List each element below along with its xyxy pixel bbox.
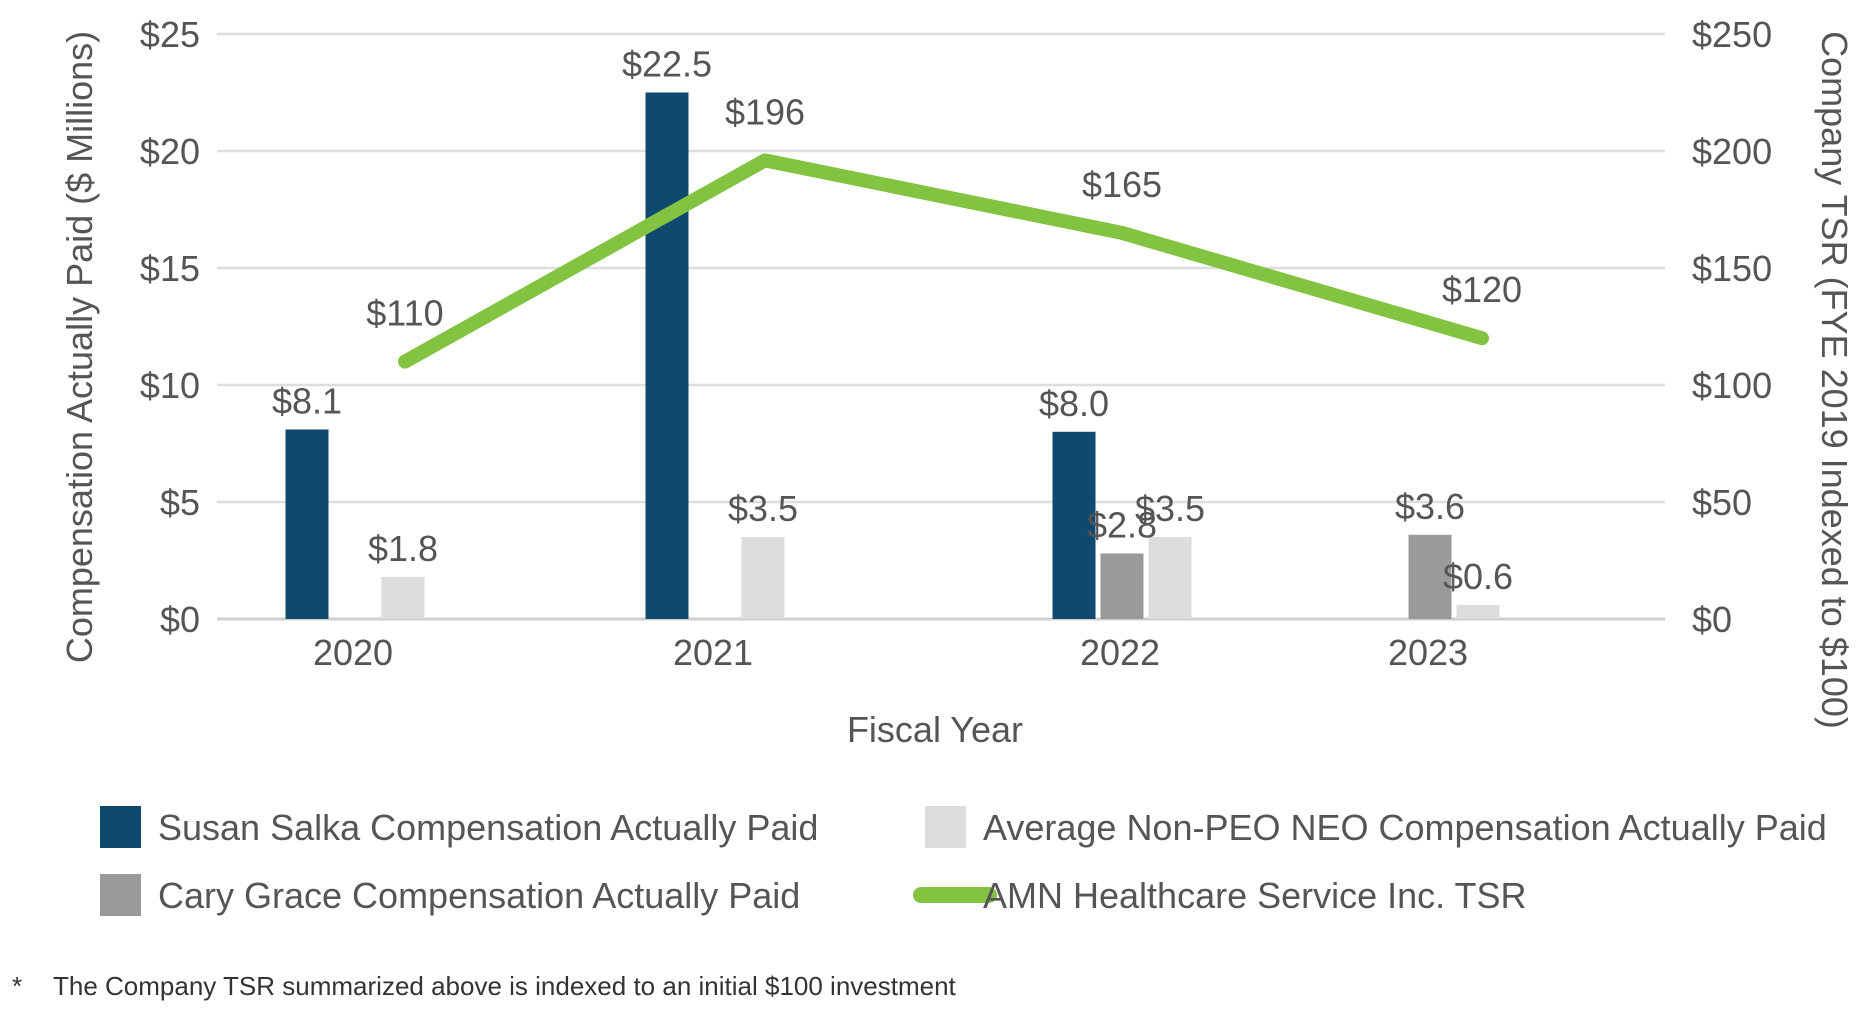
y-tick-label-left: $25 — [140, 14, 200, 55]
bar-data-label: $3.5 — [1135, 488, 1205, 529]
bar — [741, 537, 785, 619]
bar-data-label: $2.8 — [1087, 504, 1157, 545]
footnote-text: The Company TSR summarized above is inde… — [53, 971, 957, 1001]
bar-data-label: $1.8 — [368, 528, 438, 569]
x-tick-label: 2023 — [1388, 632, 1468, 673]
bar-data-label: $8.1 — [272, 380, 342, 421]
y-tick-label-left: $15 — [140, 248, 200, 289]
tsr-point — [763, 158, 767, 163]
x-tick-label: 2022 — [1080, 632, 1160, 673]
y-tick-label-right: $100 — [1692, 365, 1772, 406]
bar — [1456, 604, 1500, 619]
bar — [381, 576, 425, 619]
bar — [1148, 537, 1192, 619]
tsr-point — [1120, 230, 1124, 235]
bar — [1052, 431, 1096, 619]
bar-data-label: $3.6 — [1395, 486, 1465, 527]
y-tick-label-right: $0 — [1692, 599, 1732, 640]
bar-data-label: $22.5 — [622, 44, 712, 85]
tsr-data-label: $120 — [1442, 269, 1522, 310]
tsr-line — [398, 153, 1489, 369]
bar — [1100, 553, 1144, 619]
x-axis-title: Fiscal Year — [847, 709, 1023, 750]
y-tick-label-left: $5 — [160, 482, 200, 523]
x-tick-label: 2021 — [673, 632, 753, 673]
bar — [285, 429, 329, 619]
y-tick-label-left: $10 — [140, 365, 200, 406]
y-tick-label-left: $20 — [140, 131, 200, 172]
legend-label: Cary Grace Compensation Actually Paid — [158, 875, 800, 916]
tsr-data-label: $196 — [725, 91, 805, 132]
y-axis-title-left: Compensation Actually Paid ($ Millions) — [59, 31, 100, 663]
legend-label: Average Non-PEO NEO Compensation Actuall… — [983, 807, 1827, 848]
tsr-point — [1480, 336, 1484, 341]
legend-swatch — [925, 806, 966, 848]
legend-label: AMN Healthcare Service Inc. TSR — [983, 875, 1527, 916]
bar — [1408, 534, 1452, 619]
bar — [645, 92, 689, 619]
bar-data-label: $0.6 — [1443, 556, 1513, 597]
tsr-data-label: $165 — [1082, 164, 1162, 205]
y-axis-title-right: Company TSR (FYE 2019 Indexed to $100) — [1814, 31, 1855, 729]
y-tick-label-left: $0 — [160, 599, 200, 640]
footnote-marker: * — [12, 971, 22, 1001]
legend-label: Susan Salka Compensation Actually Paid — [158, 807, 818, 848]
tsr-data-label: $110 — [366, 293, 443, 334]
bar-data-label: $3.5 — [728, 488, 798, 529]
legend-swatch — [100, 806, 141, 848]
x-tick-label: 2020 — [313, 632, 393, 673]
y-tick-label-right: $250 — [1692, 14, 1772, 55]
y-tick-label-right: $50 — [1692, 482, 1752, 523]
y-tick-label-right: $150 — [1692, 248, 1772, 289]
y-tick-label-right: $200 — [1692, 131, 1772, 172]
legend-swatch — [100, 874, 141, 916]
bar-data-label: $8.0 — [1039, 383, 1109, 424]
tsr-point — [403, 359, 407, 364]
